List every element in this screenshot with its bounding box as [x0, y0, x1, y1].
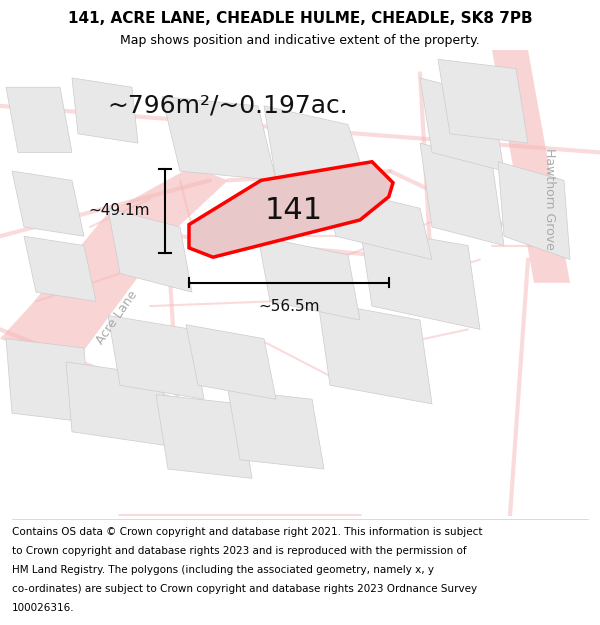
Text: Acre Lane: Acre Lane [94, 289, 140, 347]
Text: co-ordinates) are subject to Crown copyright and database rights 2023 Ordnance S: co-ordinates) are subject to Crown copyr… [12, 584, 477, 594]
Polygon shape [162, 96, 276, 181]
Text: ~49.1m: ~49.1m [89, 203, 150, 218]
Text: Contains OS data © Crown copyright and database right 2021. This information is : Contains OS data © Crown copyright and d… [12, 526, 482, 536]
Polygon shape [6, 88, 72, 152]
Polygon shape [24, 236, 96, 301]
Polygon shape [189, 162, 393, 258]
Polygon shape [420, 78, 504, 171]
Polygon shape [108, 316, 204, 399]
Polygon shape [492, 50, 570, 282]
Polygon shape [156, 394, 252, 478]
Text: 141: 141 [265, 196, 323, 225]
Text: to Crown copyright and database rights 2023 and is reproduced with the permissio: to Crown copyright and database rights 2… [12, 546, 467, 556]
Polygon shape [360, 227, 480, 329]
Polygon shape [12, 171, 84, 236]
Text: Hawthorn Grove: Hawthorn Grove [542, 148, 556, 250]
Text: 141, ACRE LANE, CHEADLE HULME, CHEADLE, SK8 7PB: 141, ACRE LANE, CHEADLE HULME, CHEADLE, … [68, 11, 532, 26]
Text: HM Land Registry. The polygons (including the associated geometry, namely x, y: HM Land Registry. The polygons (includin… [12, 565, 434, 575]
Text: ~56.5m: ~56.5m [258, 299, 320, 314]
Polygon shape [498, 162, 570, 259]
Polygon shape [72, 78, 138, 143]
Polygon shape [0, 166, 228, 367]
Polygon shape [186, 325, 276, 399]
Polygon shape [258, 236, 360, 320]
Polygon shape [324, 185, 432, 259]
Text: ~796m²/~0.197ac.: ~796m²/~0.197ac. [107, 94, 349, 118]
Polygon shape [108, 208, 192, 292]
Polygon shape [6, 339, 90, 422]
Polygon shape [66, 362, 168, 446]
Polygon shape [228, 390, 324, 469]
Text: 100026316.: 100026316. [12, 603, 74, 613]
Text: Map shows position and indicative extent of the property.: Map shows position and indicative extent… [120, 34, 480, 47]
Polygon shape [420, 143, 504, 246]
Polygon shape [318, 301, 432, 404]
Polygon shape [438, 59, 528, 143]
Polygon shape [264, 106, 372, 199]
